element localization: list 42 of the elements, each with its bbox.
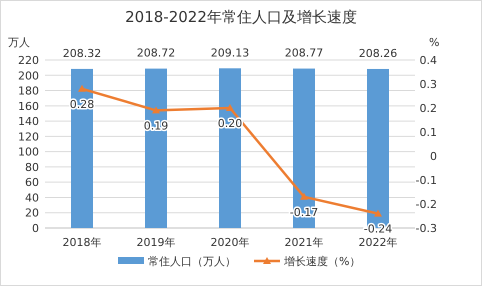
legend: 常住人口（万人） bbox=[118, 255, 236, 268]
y2-tick-label: 0.2 bbox=[420, 102, 437, 115]
y-axis-title: 万人 bbox=[8, 36, 30, 49]
y-tick-label: 40 bbox=[25, 191, 39, 204]
y-tick-label: 140 bbox=[18, 115, 39, 128]
data-label: 209.13 bbox=[210, 46, 250, 60]
y2-tick-label: 0.1 bbox=[420, 126, 437, 139]
y-tick-label: 20 bbox=[25, 206, 39, 220]
y-tick-label: 60 bbox=[25, 176, 39, 190]
legend-label: 常住人口（万人） bbox=[148, 255, 236, 268]
point bbox=[152, 106, 160, 114]
y-tick-label: 180 bbox=[18, 84, 39, 98]
y2-tick-label: -0.1 bbox=[416, 174, 437, 187]
x-tick-label: 2018年 bbox=[62, 236, 102, 249]
data-label: 208.26 bbox=[358, 46, 398, 60]
legend: 增长速度（%） bbox=[254, 255, 360, 268]
y-tick-label: 120 bbox=[18, 130, 39, 144]
x-tick-label: 2019年 bbox=[136, 236, 176, 249]
point bbox=[226, 104, 234, 111]
data-label: 208.72 bbox=[136, 46, 176, 60]
data-label: 208.32 bbox=[62, 46, 102, 60]
y-tick-label: 0 bbox=[32, 222, 39, 235]
y2-axis-title: % bbox=[429, 36, 440, 49]
point bbox=[300, 192, 308, 200]
y2-tick-label: 0.3 bbox=[420, 78, 437, 91]
y-tick-label: 80 bbox=[25, 160, 39, 174]
y2-tick-label: -0.2 bbox=[416, 198, 437, 211]
legend-label: 增长速度（%） bbox=[283, 255, 360, 268]
y2-tick-label: -0.3 bbox=[416, 222, 437, 235]
y-tick-label: 160 bbox=[18, 100, 39, 113]
point bbox=[78, 84, 86, 92]
y-tick-label: 220 bbox=[18, 54, 39, 67]
x-tick-label: 2022年 bbox=[358, 236, 398, 249]
x-tick-label: 2021年 bbox=[284, 236, 324, 249]
chart-title: 2018-2022年常住人口及增长速度 bbox=[125, 8, 357, 26]
x-tick-label: 2020年 bbox=[210, 236, 250, 249]
y2-tick-label: 0.4 bbox=[420, 54, 437, 67]
point bbox=[374, 210, 382, 217]
y-tick-label: 200 bbox=[18, 69, 39, 82]
y-tick-label: 100 bbox=[18, 146, 39, 159]
data-label: 208.77 bbox=[284, 46, 324, 60]
y2-tick-label: 0 bbox=[430, 150, 437, 163]
